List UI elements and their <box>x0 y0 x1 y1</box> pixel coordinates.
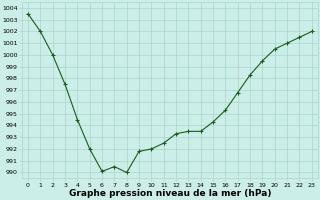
X-axis label: Graphe pression niveau de la mer (hPa): Graphe pression niveau de la mer (hPa) <box>69 189 271 198</box>
